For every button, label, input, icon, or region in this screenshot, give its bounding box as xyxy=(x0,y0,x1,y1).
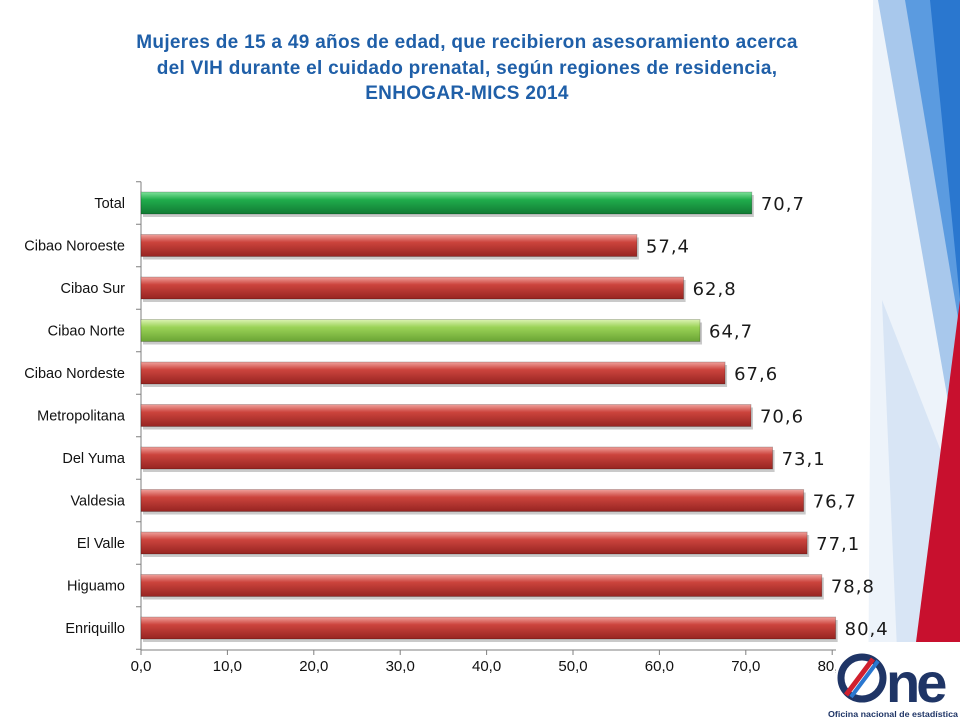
data-label: 70,7 xyxy=(761,194,805,215)
bar xyxy=(140,276,684,300)
x-tick-label: 20,0 xyxy=(299,658,328,675)
data-label: 67,6 xyxy=(734,364,778,385)
chart-title-line-2: del VIH durante el cuidado prenatal, seg… xyxy=(156,57,778,79)
data-label: 73,1 xyxy=(782,449,826,470)
chart-title: Mujeres de 15 a 49 años de edad, que rec… xyxy=(0,30,934,107)
category-label: Valdesia xyxy=(70,494,125,510)
logo-caption: Oficina nacional de estadística xyxy=(828,710,959,719)
logo-slash-blue xyxy=(849,659,880,699)
labels: 0,010,020,030,040,050,060,070,080,090,0T… xyxy=(24,194,933,675)
decor-triangle-red xyxy=(906,300,960,720)
category-label: Metropolitana xyxy=(37,409,126,425)
decor-stripe-dark-blue xyxy=(930,0,960,300)
bar xyxy=(140,234,638,257)
category-label: Cibao Nordeste xyxy=(24,366,125,382)
bar xyxy=(140,574,823,597)
data-label: 64,7 xyxy=(709,322,753,343)
x-tick-label: 70,0 xyxy=(731,658,760,675)
category-label: Higuamo xyxy=(67,579,125,595)
category-label: El Valle xyxy=(77,536,125,552)
category-label: Cibao Norte xyxy=(48,324,125,340)
logo-wordmark: ne xyxy=(886,651,946,714)
data-label: 78,8 xyxy=(831,577,875,598)
chart-title-line-3: ENHOGAR-MICS 2014 xyxy=(365,83,569,104)
data-label: 70,6 xyxy=(760,407,804,428)
x-tick-label: 0,0 xyxy=(131,658,152,675)
category-label: Total xyxy=(94,196,125,212)
x-tick-label: 50,0 xyxy=(558,658,587,675)
data-label: 76,7 xyxy=(813,492,857,513)
bar xyxy=(140,404,752,427)
category-label: Cibao Sur xyxy=(61,281,126,297)
bar xyxy=(140,446,773,470)
bar xyxy=(140,531,808,555)
bar xyxy=(140,616,837,640)
category-label: Enriquillo xyxy=(65,621,125,637)
bar xyxy=(140,191,753,215)
bar xyxy=(140,319,701,342)
category-label: Cibao Noroeste xyxy=(24,239,125,255)
logo-slash-red xyxy=(844,657,875,697)
bar xyxy=(140,361,726,385)
data-label: 77,1 xyxy=(816,534,860,555)
data-label: 80,4 xyxy=(845,619,889,640)
chart-title-line-1: Mujeres de 15 a 49 años de edad, que rec… xyxy=(136,32,798,53)
x-tick-label: 40,0 xyxy=(472,658,501,675)
data-label: 62,8 xyxy=(693,279,737,300)
bars xyxy=(140,191,838,642)
data-label: 57,4 xyxy=(646,237,690,258)
category-label: Del Yuma xyxy=(62,451,126,467)
one-logo: ne Oficina nacional de estadística xyxy=(828,642,960,720)
x-tick-label: 10,0 xyxy=(213,658,242,675)
x-tick-label: 30,0 xyxy=(386,658,415,675)
bar xyxy=(140,489,805,512)
x-tick-label: 60,0 xyxy=(645,658,674,675)
